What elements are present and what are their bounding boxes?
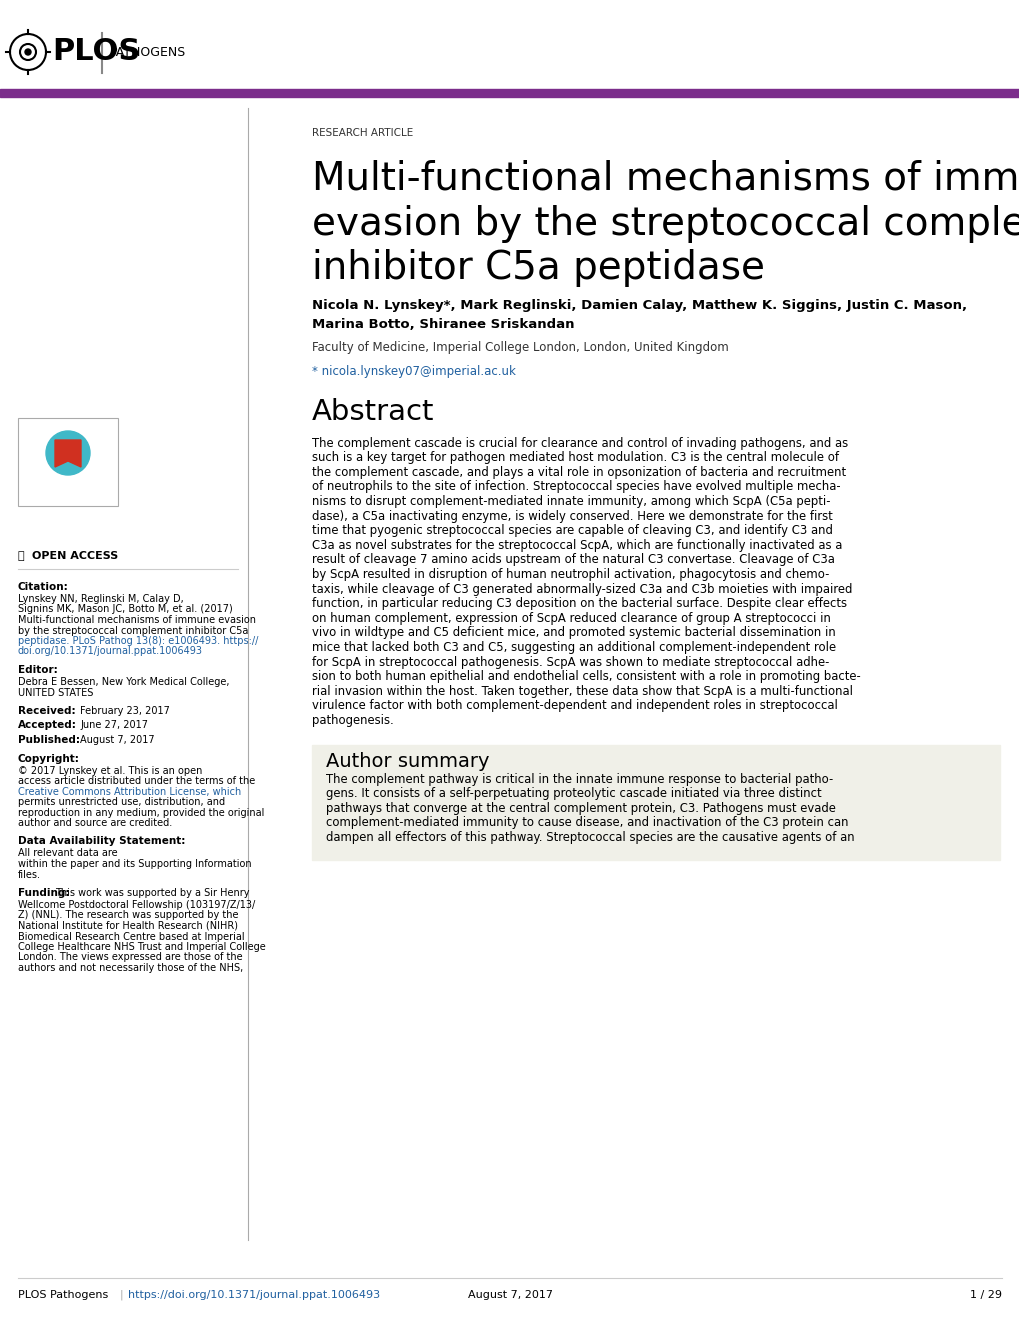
Text: dampen all effectors of this pathway. Streptococcal species are the causative ag: dampen all effectors of this pathway. St… (326, 830, 854, 843)
Text: UNITED STATES: UNITED STATES (18, 688, 94, 697)
Text: function, in particular reducing C3 deposition on the bacterial surface. Despite: function, in particular reducing C3 depo… (312, 597, 846, 610)
Text: mice that lacked both C3 and C5, suggesting an additional complement-independent: mice that lacked both C3 and C5, suggest… (312, 642, 836, 653)
Text: https://doi.org/10.1371/journal.ppat.1006493: https://doi.org/10.1371/journal.ppat.100… (127, 1290, 380, 1300)
Text: 🔒: 🔒 (18, 550, 24, 561)
Text: Citation:: Citation: (18, 582, 68, 591)
Text: authors and not necessarily those of the NHS,: authors and not necessarily those of the… (18, 964, 243, 973)
Text: time that pyogenic streptococcal species are capable of cleaving C3, and identif: time that pyogenic streptococcal species… (312, 524, 833, 537)
Text: Editor:: Editor: (18, 665, 58, 675)
Text: Published:: Published: (18, 735, 79, 744)
Text: Data Availability Statement:: Data Availability Statement: (18, 837, 185, 846)
Text: |: | (120, 1290, 123, 1300)
Text: reproduction in any medium, provided the original: reproduction in any medium, provided the… (18, 808, 264, 817)
Text: PLOS Pathogens: PLOS Pathogens (18, 1290, 108, 1300)
Text: Multi-functional mechanisms of immune evasion: Multi-functional mechanisms of immune ev… (18, 615, 256, 624)
Text: College Healthcare NHS Trust and Imperial College: College Healthcare NHS Trust and Imperia… (18, 942, 266, 952)
Text: the complement cascade, and plays a vital role in opsonization of bacteria and r: the complement cascade, and plays a vita… (312, 466, 846, 479)
Text: access article distributed under the terms of the: access article distributed under the ter… (18, 776, 255, 785)
Text: C3a as novel substrates for the streptococcal ScpA, which are functionally inact: C3a as novel substrates for the streptoc… (312, 539, 842, 552)
Text: on human complement, expression of ScpA reduced clearance of group A streptococc: on human complement, expression of ScpA … (312, 611, 830, 624)
Text: result of cleavage 7 amino acids upstream of the natural C3 convertase. Cleavage: result of cleavage 7 amino acids upstrea… (312, 553, 835, 566)
Text: Creative Commons Attribution License, which: Creative Commons Attribution License, wh… (18, 787, 242, 796)
Text: for ScpA in streptococcal pathogenesis. ScpA was shown to mediate streptococcal : for ScpA in streptococcal pathogenesis. … (312, 656, 828, 668)
Text: London. The views expressed are those of the: London. The views expressed are those of… (18, 953, 243, 962)
Text: * nicola.lynskey07@imperial.ac.uk: * nicola.lynskey07@imperial.ac.uk (312, 364, 516, 378)
Text: The complement cascade is crucial for clearance and control of invading pathogen: The complement cascade is crucial for cl… (312, 437, 847, 450)
Text: Author summary: Author summary (326, 751, 489, 771)
Circle shape (46, 432, 90, 475)
Text: Biomedical Research Centre based at Imperial: Biomedical Research Centre based at Impe… (18, 932, 245, 941)
Text: taxis, while cleavage of C3 generated abnormally-sized C3a and C3b moieties with: taxis, while cleavage of C3 generated ab… (312, 582, 852, 595)
Bar (312, 744, 999, 861)
Text: RESEARCH ARTICLE: RESEARCH ARTICLE (312, 128, 413, 139)
Text: pathogenesis.: pathogenesis. (312, 714, 393, 727)
Text: of neutrophils to the site of infection. Streptococcal species have evolved mult: of neutrophils to the site of infection.… (312, 480, 840, 494)
Text: Wellcome Postdoctoral Fellowship (103197/Z/13/: Wellcome Postdoctoral Fellowship (103197… (18, 900, 255, 909)
Text: Nicola N. Lynskey*, Mark Reglinski, Damien Calay, Matthew K. Siggins, Justin C. : Nicola N. Lynskey*, Mark Reglinski, Dami… (312, 300, 966, 313)
Text: All relevant data are: All relevant data are (18, 849, 117, 858)
Text: Lynskey NN, Reglinski M, Calay D,: Lynskey NN, Reglinski M, Calay D, (18, 594, 183, 605)
Text: February 23, 2017: February 23, 2017 (79, 706, 170, 715)
Bar (0, 88, 1019, 96)
Text: August 7, 2017: August 7, 2017 (468, 1290, 552, 1300)
Text: Copyright:: Copyright: (18, 754, 79, 763)
Text: June 27, 2017: June 27, 2017 (79, 721, 148, 730)
Text: Signins MK, Mason JC, Botto M, et al. (2017): Signins MK, Mason JC, Botto M, et al. (2… (18, 605, 232, 615)
Text: by the streptococcal complement inhibitor C5a: by the streptococcal complement inhibito… (18, 626, 249, 635)
Text: by ScpA resulted in disruption of human neutrophil activation, phagocytosis and : by ScpA resulted in disruption of human … (312, 568, 828, 581)
Text: 1 / 29: 1 / 29 (969, 1290, 1001, 1300)
Text: PATHOGENS: PATHOGENS (110, 45, 186, 58)
Polygon shape (55, 440, 81, 467)
Text: The complement pathway is critical in the innate immune response to bacterial pa: The complement pathway is critical in th… (326, 772, 833, 785)
Text: Accepted:: Accepted: (18, 721, 76, 730)
Text: inhibitor C5a peptidase: inhibitor C5a peptidase (312, 249, 764, 286)
Text: PLOS: PLOS (52, 37, 141, 66)
Text: complement-mediated immunity to cause disease, and inactivation of the C3 protei: complement-mediated immunity to cause di… (326, 816, 848, 829)
Text: files.: files. (18, 870, 41, 879)
Text: evasion by the streptococcal complement: evasion by the streptococcal complement (312, 205, 1019, 243)
Circle shape (25, 49, 31, 55)
Text: Faculty of Medicine, Imperial College London, London, United Kingdom: Faculty of Medicine, Imperial College Lo… (312, 342, 728, 355)
Text: doi.org/10.1371/journal.ppat.1006493: doi.org/10.1371/journal.ppat.1006493 (18, 647, 203, 656)
Text: This work was supported by a Sir Henry: This work was supported by a Sir Henry (55, 888, 250, 898)
FancyBboxPatch shape (18, 418, 118, 506)
Text: virulence factor with both complement-dependent and independent roles in strepto: virulence factor with both complement-de… (312, 700, 837, 713)
Text: Debra E Bessen, New York Medical College,: Debra E Bessen, New York Medical College… (18, 677, 229, 686)
Text: vivo in wildtype and C5 deficient mice, and promoted systemic bacterial dissemin: vivo in wildtype and C5 deficient mice, … (312, 626, 835, 639)
Text: author and source are credited.: author and source are credited. (18, 818, 172, 828)
Text: © 2017 Lynskey et al. This is an open: © 2017 Lynskey et al. This is an open (18, 766, 202, 776)
Text: within the paper and its Supporting Information: within the paper and its Supporting Info… (18, 859, 252, 869)
Text: Received:: Received: (18, 706, 75, 715)
Text: August 7, 2017: August 7, 2017 (79, 735, 155, 744)
Text: permits unrestricted use, distribution, and: permits unrestricted use, distribution, … (18, 797, 225, 807)
Text: dase), a C5a inactivating enzyme, is widely conserved. Here we demonstrate for t: dase), a C5a inactivating enzyme, is wid… (312, 510, 832, 523)
Text: OPEN ACCESS: OPEN ACCESS (32, 550, 118, 561)
Text: Marina Botto, Shiranee Sriskandan: Marina Botto, Shiranee Sriskandan (312, 318, 574, 330)
Text: National Institute for Health Research (NIHR): National Institute for Health Research (… (18, 921, 237, 931)
Text: Funding:: Funding: (18, 888, 69, 898)
Text: gens. It consists of a self-perpetuating proteolytic cascade initiated via three: gens. It consists of a self-perpetuating… (326, 787, 821, 800)
Text: Check for: Check for (45, 486, 91, 495)
Text: updates: updates (49, 498, 88, 507)
Text: such is a key target for pathogen mediated host modulation. C3 is the central mo: such is a key target for pathogen mediat… (312, 451, 839, 465)
Text: Multi-functional mechanisms of immune: Multi-functional mechanisms of immune (312, 158, 1019, 197)
Text: pathways that converge at the central complement protein, C3. Pathogens must eva: pathways that converge at the central co… (326, 801, 835, 814)
Text: peptidase. PLoS Pathog 13(8): e1006493. https://: peptidase. PLoS Pathog 13(8): e1006493. … (18, 636, 258, 645)
Text: Abstract: Abstract (312, 399, 434, 426)
Text: nisms to disrupt complement-mediated innate immunity, among which ScpA (C5a pept: nisms to disrupt complement-mediated inn… (312, 495, 829, 508)
Text: rial invasion within the host. Taken together, these data show that ScpA is a mu: rial invasion within the host. Taken tog… (312, 685, 852, 698)
Text: sion to both human epithelial and endothelial cells, consistent with a role in p: sion to both human epithelial and endoth… (312, 671, 860, 684)
Text: Z) (NNL). The research was supported by the: Z) (NNL). The research was supported by … (18, 911, 238, 920)
